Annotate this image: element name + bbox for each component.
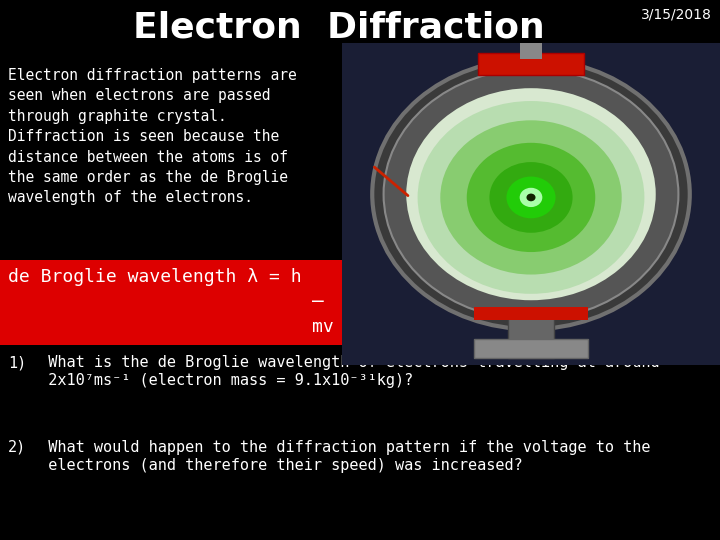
Text: de Broglie wavelength λ = h: de Broglie wavelength λ = h (8, 268, 302, 286)
Bar (520, 43, 542, 59)
Text: 1): 1) (8, 355, 26, 370)
Circle shape (467, 143, 595, 252)
Bar (474, 339, 588, 358)
Circle shape (526, 193, 536, 201)
Text: What would happen to the diffraction pattern if the voltage to the: What would happen to the diffraction pat… (30, 440, 650, 455)
Circle shape (406, 88, 656, 300)
Text: What is the de Broglie wavelength of electrons travelling at around: What is the de Broglie wavelength of ele… (30, 355, 660, 370)
Circle shape (520, 188, 542, 207)
Text: —: — (312, 292, 324, 311)
Text: mv: mv (312, 318, 334, 336)
Circle shape (384, 69, 678, 320)
Text: Electron  Diffraction: Electron Diffraction (132, 10, 544, 44)
Text: Electron diffraction patterns are
seen when electrons are passed
through graphit: Electron diffraction patterns are seen w… (8, 68, 297, 205)
Circle shape (490, 162, 572, 233)
Circle shape (372, 59, 690, 329)
FancyArrowPatch shape (374, 167, 408, 195)
Bar (0, 260, 345, 345)
Circle shape (440, 120, 622, 274)
Text: electrons (and therefore their speed) was increased?: electrons (and therefore their speed) wa… (30, 458, 523, 473)
Bar (478, 53, 584, 76)
Circle shape (418, 101, 644, 294)
Bar (474, 307, 588, 320)
Circle shape (506, 177, 556, 218)
Text: 3/15/2018: 3/15/2018 (641, 8, 712, 22)
Text: 2): 2) (8, 440, 26, 455)
Bar (508, 310, 554, 358)
Text: 2x10⁷ms⁻¹ (electron mass = 9.1x10⁻³¹kg)?: 2x10⁷ms⁻¹ (electron mass = 9.1x10⁻³¹kg)? (30, 373, 413, 388)
